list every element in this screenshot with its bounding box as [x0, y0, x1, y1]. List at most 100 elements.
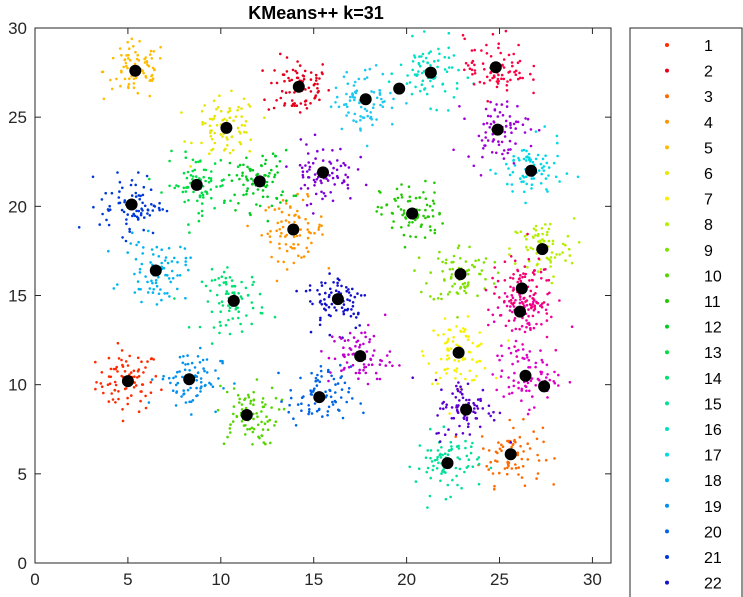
data-point [160, 261, 163, 265]
data-point [150, 378, 154, 381]
data-point [471, 465, 475, 469]
data-point [346, 183, 350, 187]
data-point [306, 192, 309, 196]
data-point [527, 314, 530, 318]
data-point [163, 259, 167, 262]
data-point [508, 173, 512, 177]
data-point [339, 164, 343, 168]
data-point [508, 253, 511, 256]
data-point [497, 140, 500, 143]
data-point [314, 192, 318, 196]
data-point [228, 276, 232, 279]
data-point [284, 91, 288, 94]
data-point [251, 182, 255, 185]
data-point [392, 220, 395, 223]
data-point [213, 278, 217, 282]
data-point [236, 165, 240, 168]
data-point [124, 360, 128, 363]
data-point [441, 222, 444, 225]
data-point [502, 77, 506, 81]
data-point [347, 366, 351, 369]
data-point [343, 339, 347, 343]
data-point [541, 157, 545, 161]
data-point [300, 166, 304, 169]
data-point [150, 357, 153, 360]
data-point [256, 415, 259, 419]
data-point [455, 404, 459, 407]
data-point [552, 380, 555, 383]
data-point [440, 446, 443, 449]
data-point [488, 126, 492, 129]
data-point [149, 49, 153, 53]
data-point [530, 377, 534, 380]
data-point [269, 441, 272, 445]
data-point [354, 326, 358, 330]
legend-marker [665, 350, 669, 355]
data-point [115, 77, 118, 81]
data-point [252, 390, 255, 394]
data-point [371, 354, 375, 357]
data-point [381, 105, 385, 108]
data-point [473, 407, 476, 410]
data-point [516, 451, 519, 455]
data-point [443, 90, 447, 93]
data-point [285, 268, 289, 271]
data-point [252, 280, 255, 284]
y-tick-label: 25 [8, 108, 27, 127]
data-point [464, 439, 467, 443]
data-point [340, 337, 343, 340]
data-point [335, 309, 338, 312]
data-point [284, 202, 288, 205]
data-point [511, 64, 514, 68]
data-point [169, 280, 172, 284]
data-point [316, 373, 319, 377]
data-point [313, 173, 317, 176]
data-point [508, 418, 512, 422]
data-point [302, 74, 306, 78]
data-point [140, 262, 144, 266]
data-point [522, 180, 525, 183]
data-point [473, 69, 477, 72]
data-point [292, 417, 295, 421]
data-point [313, 231, 316, 235]
data-point [275, 165, 279, 168]
data-point [216, 106, 220, 109]
data-point [250, 322, 253, 326]
data-point [190, 141, 193, 145]
data-point [337, 408, 340, 412]
data-point [518, 301, 522, 305]
data-point [446, 354, 449, 357]
legend-marker [665, 68, 669, 73]
data-point [125, 64, 128, 68]
data-point [519, 279, 523, 283]
data-point [252, 403, 255, 407]
data-point [420, 350, 424, 353]
data-point [464, 377, 467, 381]
data-point [485, 52, 489, 55]
data-point [479, 174, 483, 177]
data-point [321, 197, 324, 201]
data-point [375, 210, 379, 213]
data-point [512, 319, 516, 322]
legend-label: 11 [704, 294, 721, 311]
data-point [278, 228, 282, 231]
data-point [478, 80, 482, 84]
data-point [463, 68, 466, 72]
data-point [494, 459, 497, 463]
data-point [496, 77, 500, 81]
data-point [138, 197, 141, 201]
data-point [486, 114, 490, 118]
data-point [374, 64, 378, 67]
data-point [328, 333, 332, 337]
data-point [500, 443, 503, 447]
data-point [450, 273, 454, 276]
data-point [491, 276, 494, 280]
data-point [248, 149, 251, 153]
data-point [116, 171, 119, 174]
data-point [262, 441, 266, 444]
data-point [449, 440, 453, 444]
data-point [478, 359, 482, 363]
data-point [224, 276, 228, 280]
data-point [460, 388, 463, 391]
